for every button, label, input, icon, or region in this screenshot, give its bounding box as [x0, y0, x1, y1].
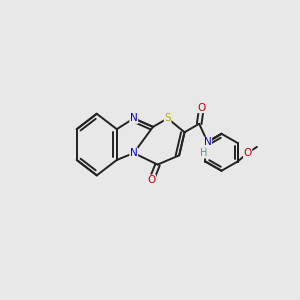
- Text: N: N: [130, 113, 138, 123]
- Text: O: O: [244, 148, 252, 158]
- Text: O: O: [147, 175, 156, 185]
- Text: N: N: [204, 137, 212, 147]
- Text: N: N: [130, 148, 138, 158]
- Text: H: H: [200, 148, 208, 158]
- Text: O: O: [197, 103, 206, 112]
- Text: S: S: [164, 113, 171, 123]
